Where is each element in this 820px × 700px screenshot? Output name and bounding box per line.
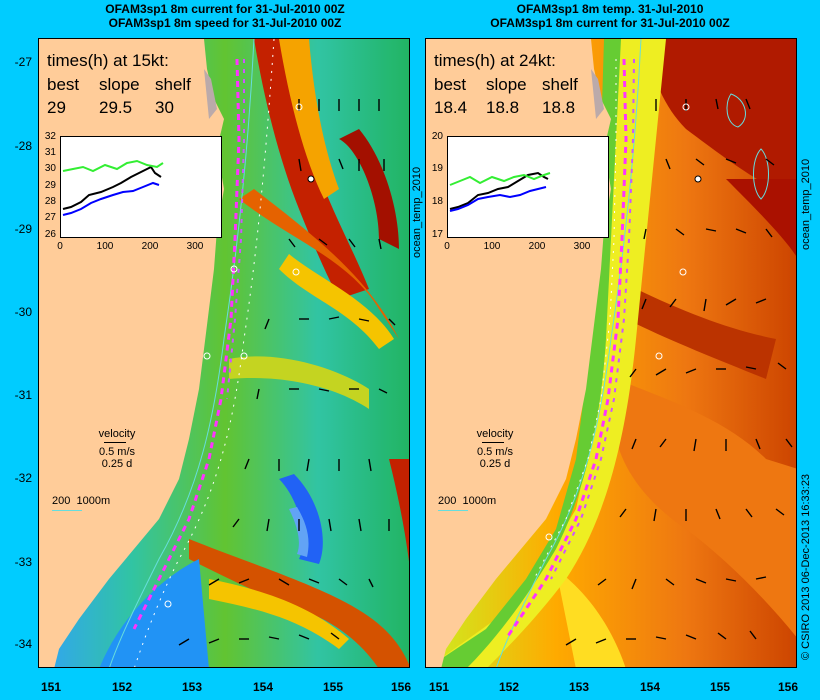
inset-ytick: 20: [431, 131, 443, 142]
left-times-values: 29 29.5 30: [47, 98, 174, 118]
lon-label: 153: [568, 680, 590, 694]
right-inset-chart: [447, 136, 609, 238]
lat-label: -31: [14, 388, 32, 402]
inset-ytick: 29: [44, 180, 56, 191]
left-velocity-legend: velocity 0.5 m/s 0.25 d: [82, 428, 152, 470]
inset-ytick: 30: [44, 163, 56, 174]
col-head: shelf: [542, 75, 578, 94]
col-value: 29: [47, 98, 66, 117]
velocity-time: 0.25 d: [479, 458, 511, 470]
col-value: 18.8: [486, 98, 520, 117]
inset-xtick: 200: [141, 241, 159, 252]
col-head: slope: [99, 75, 140, 94]
lat-label: -34: [14, 637, 32, 651]
lon-label: 154: [639, 680, 661, 694]
right-times-heads: best slope shelf: [434, 75, 578, 95]
inset-xtick: 100: [96, 241, 114, 252]
velocity-title: velocity: [98, 428, 136, 440]
inset-ytick: 17: [431, 229, 443, 240]
left-header-line1: OFAM3sp1 8m current for 31-Jul-2010 00Z: [105, 2, 345, 16]
lon-label: 152: [498, 680, 520, 694]
inset-ytick: 27: [44, 212, 56, 223]
lat-label: -30: [14, 305, 32, 319]
depth-200: 200: [438, 495, 457, 507]
right-depth-scale: 200 1000m: [438, 495, 496, 511]
lat-label: -33: [14, 555, 32, 569]
lon-label: 154: [252, 680, 274, 694]
inset-ytick: 19: [431, 163, 443, 174]
right-map-panel[interactable]: times(h) at 24kt: best slope shelf 18.4 18.…: [425, 38, 797, 668]
inset-ytick: 26: [44, 229, 56, 240]
lon-label: 155: [709, 680, 731, 694]
velocity-speed: 0.5 m/s: [476, 446, 514, 458]
inset-ytick: 32: [44, 131, 56, 142]
lat-label: -29: [14, 222, 32, 236]
left-times-title: times(h) at 15kt:: [47, 51, 169, 70]
credit-label: © CSIRO 2013 06-Dec-2013 16:33:23: [800, 473, 812, 660]
velocity-speed: 0.5 m/s: [98, 446, 136, 458]
inset-xtick: 300: [573, 241, 591, 252]
inset-xtick: 0: [444, 241, 450, 252]
col-value: 30: [155, 98, 174, 117]
right-velocity-legend: velocity 0.5 m/s 0.25 d: [460, 428, 530, 470]
lon-label: 151: [40, 680, 62, 694]
lon-label: 156: [777, 680, 799, 694]
inset-ytick: 18: [431, 196, 443, 207]
inset-xtick: 200: [528, 241, 546, 252]
right-times-title: times(h) at 24kt:: [434, 51, 556, 70]
lon-label: 152: [111, 680, 133, 694]
left-side-label: ocean_temp_2010: [411, 166, 423, 258]
velocity-time: 0.25 d: [101, 458, 133, 470]
col-value: 29.5: [99, 98, 133, 117]
right-side-label: ocean_temp_2010: [800, 158, 812, 250]
lat-label: -28: [14, 139, 32, 153]
lat-label: -32: [14, 471, 32, 485]
inset-xtick: 0: [57, 241, 63, 252]
right-temp-map: [426, 39, 796, 667]
col-head: slope: [486, 75, 527, 94]
left-times-heads: best slope shelf: [47, 75, 191, 95]
col-value: 18.8: [542, 98, 576, 117]
lon-label: 151: [428, 680, 450, 694]
right-header: OFAM3sp1 8m temp. 31-Jul-2010 OFAM3sp1 8…: [425, 2, 795, 30]
inset-xtick: 100: [483, 241, 501, 252]
depth-1000: 1000m: [462, 495, 497, 507]
col-head: best: [47, 75, 80, 94]
lon-label: 155: [322, 680, 344, 694]
col-head: best: [434, 75, 467, 94]
right-times-values: 18.4 18.8 18.8: [434, 98, 575, 118]
right-header-line1: OFAM3sp1 8m temp. 31-Jul-2010: [516, 2, 704, 16]
left-header-line2: OFAM3sp1 8m speed for 31-Jul-2010 00Z: [108, 16, 342, 30]
left-speed-map: [39, 39, 409, 667]
lon-label: 153: [181, 680, 203, 694]
left-map-panel[interactable]: times(h) at 15kt: best slope shelf 29 29.5 3…: [38, 38, 410, 668]
right-header-line2: OFAM3sp1 8m current for 31-Jul-2010 00Z: [490, 16, 730, 30]
right-route: [504, 58, 628, 640]
depth-200: 200: [52, 495, 71, 507]
inset-xtick: 300: [186, 241, 204, 252]
col-value: 18.4: [434, 98, 468, 117]
left-header: OFAM3sp1 8m current for 31-Jul-2010 00Z …: [40, 2, 410, 30]
velocity-arrow: [82, 440, 152, 446]
velocity-title: velocity: [476, 428, 514, 440]
left-route: [132, 58, 241, 630]
inset-ytick: 31: [44, 147, 56, 158]
inset-ytick: 28: [44, 196, 56, 207]
velocity-arrow: [460, 440, 530, 446]
col-head: shelf: [155, 75, 191, 94]
left-inset-chart: [60, 136, 222, 238]
lon-label: 156: [390, 680, 412, 694]
lat-label: -27: [14, 55, 32, 69]
depth-1000: 1000m: [76, 495, 111, 507]
left-depth-scale: 200 1000m: [52, 495, 110, 511]
